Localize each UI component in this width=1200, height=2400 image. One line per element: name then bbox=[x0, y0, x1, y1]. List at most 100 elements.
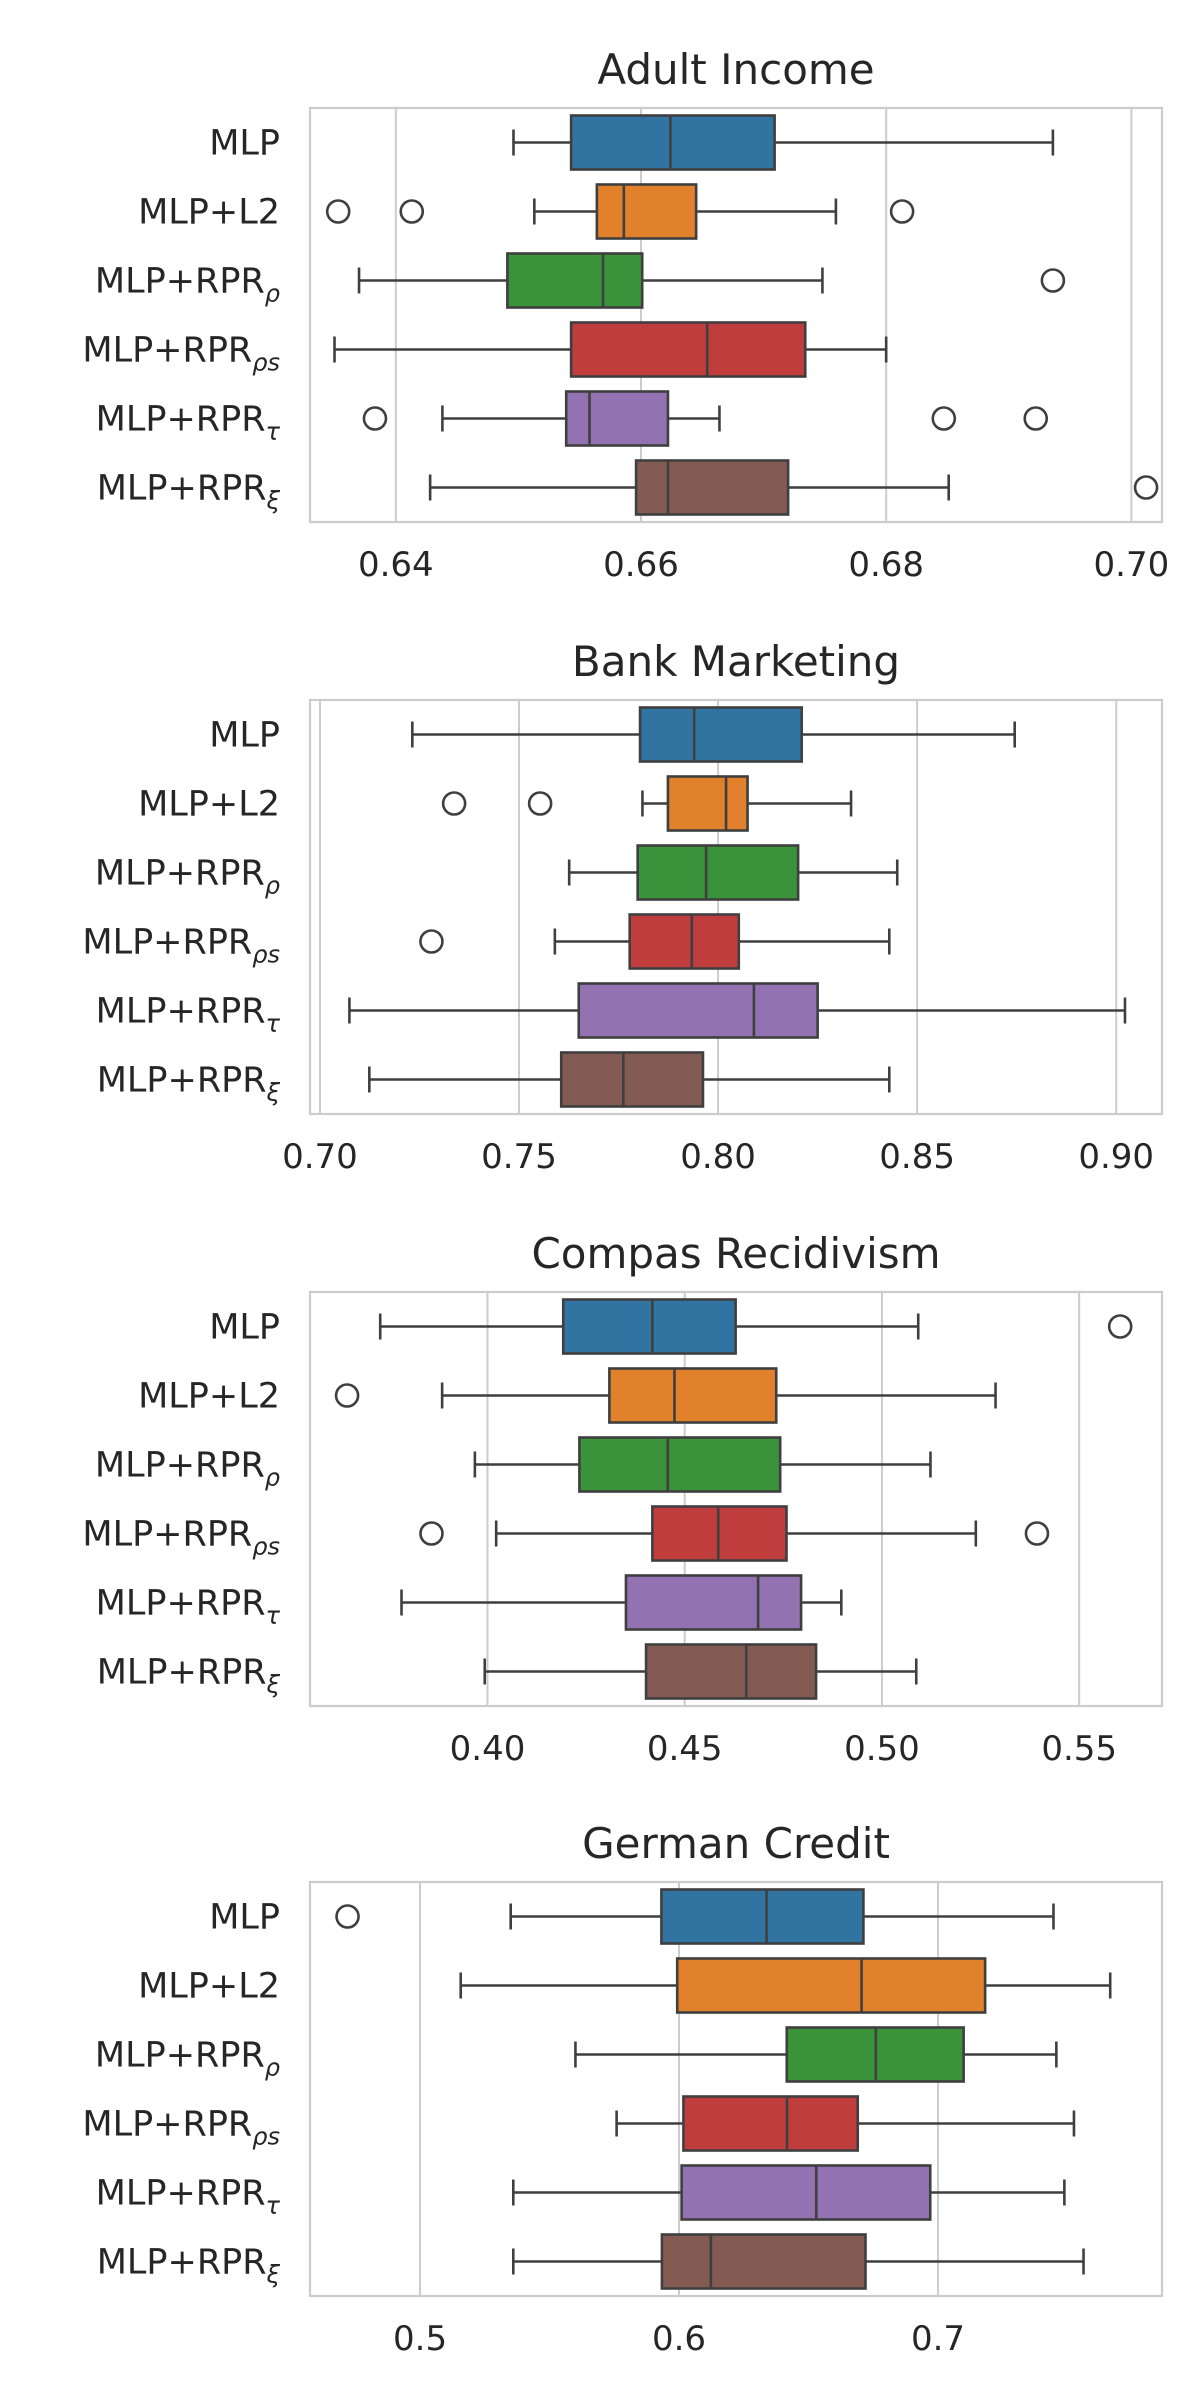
y-tick-label-main: MLP+RPR bbox=[97, 1061, 267, 1101]
y-tick-label: MLP+RPRρs bbox=[82, 2105, 280, 2151]
y-tick-label: MLP+RPRτ bbox=[96, 1584, 281, 1630]
outlier-point bbox=[1107, 1314, 1133, 1339]
iqr-box bbox=[682, 2095, 860, 2152]
y-tick-label: MLP+RPRρ bbox=[95, 262, 280, 308]
iqr-box bbox=[660, 1888, 865, 1945]
x-tick-label: 0.45 bbox=[647, 1729, 723, 1769]
box-1: MLP+L2 bbox=[138, 1957, 1112, 2014]
y-tick-label-subscript: τ bbox=[266, 1602, 281, 1630]
box-5: MLP+RPRξ bbox=[97, 1643, 918, 1700]
box-4: MLP+RPRτ bbox=[96, 390, 1049, 447]
y-tick-label: MLP bbox=[209, 1308, 280, 1348]
box-4: MLP+RPRτ bbox=[96, 1574, 843, 1631]
box-0: MLP bbox=[209, 1888, 1055, 1945]
y-tick-label: MLP+RPRτ bbox=[96, 2174, 281, 2220]
y-tick-label-main: MLP+RPR bbox=[97, 469, 267, 509]
y-tick-label: MLP+RPRξ bbox=[97, 2243, 281, 2289]
y-tick-label: MLP+L2 bbox=[138, 1967, 280, 2007]
axes-frame bbox=[308, 1290, 1164, 1708]
iqr-box bbox=[636, 844, 800, 901]
x-tick-label: 0.7 bbox=[911, 2319, 965, 2359]
box-1: MLP+L2 bbox=[138, 183, 915, 240]
y-tick-label-subscript: ξ bbox=[266, 1079, 281, 1107]
y-tick-label-main: MLP+RPR bbox=[96, 992, 266, 1032]
iqr-box bbox=[569, 321, 807, 378]
x-tick-label: 0.70 bbox=[282, 1137, 358, 1177]
y-tick-label-subscript: ρs bbox=[252, 2123, 280, 2151]
y-tick-label-main: MLP+RPR bbox=[97, 2243, 267, 2283]
y-tick-label-main: MLP+RPR bbox=[97, 1653, 267, 1693]
box-4: MLP+RPRτ bbox=[96, 982, 1127, 1039]
x-tick-label: 0.80 bbox=[680, 1137, 756, 1177]
panel-1: Bank Marketing 0.70 0.75 0.80 0.85 0.90 MLP MLP… bbox=[82, 637, 1164, 1177]
y-tick-label: MLP+L2 bbox=[138, 1377, 280, 1417]
y-tick-label-main: MLP+L2 bbox=[138, 785, 280, 825]
outlier-point bbox=[889, 199, 915, 224]
outlier-point bbox=[1040, 268, 1066, 293]
x-tick-label: 0.55 bbox=[1041, 1729, 1117, 1769]
iqr-box bbox=[608, 1367, 778, 1424]
y-tick-label-main: MLP+RPR bbox=[96, 1584, 266, 1624]
y-tick-label-main: MLP+L2 bbox=[138, 193, 280, 233]
box-5: MLP+RPRξ bbox=[97, 459, 1159, 516]
axes-frame bbox=[308, 106, 1164, 524]
y-tick-label: MLP+RPRρs bbox=[82, 923, 280, 969]
outlier-point bbox=[1133, 475, 1159, 500]
y-tick-label: MLP bbox=[209, 716, 280, 756]
y-tick-label-main: MLP+RPR bbox=[82, 2105, 252, 2145]
box-2: MLP+RPRρ bbox=[95, 2026, 1058, 2083]
y-tick-label-main: MLP bbox=[209, 716, 280, 756]
iqr-box bbox=[644, 1643, 818, 1700]
box-3: MLP+RPRρs bbox=[82, 321, 888, 378]
box-5: MLP+RPRξ bbox=[97, 1051, 891, 1108]
y-tick-label-subscript: ρ bbox=[265, 2054, 280, 2082]
y-tick-label-main: MLP+RPR bbox=[95, 2036, 265, 2076]
y-tick-label-subscript: τ bbox=[266, 1010, 281, 1038]
iqr-box bbox=[561, 1298, 737, 1355]
x-tick-label: 0.50 bbox=[844, 1729, 920, 1769]
box-2: MLP+RPRρ bbox=[95, 844, 899, 901]
y-tick-label: MLP+RPRρ bbox=[95, 1446, 280, 1492]
x-tick-label: 0.40 bbox=[450, 1729, 526, 1769]
y-tick-label: MLP+RPRρs bbox=[82, 1515, 280, 1561]
x-tick-label: 0.70 bbox=[1094, 545, 1170, 585]
outlier-point bbox=[1023, 406, 1049, 431]
iqr-box bbox=[559, 1051, 705, 1108]
y-tick-label-main: MLP bbox=[209, 124, 280, 164]
y-tick-label-main: MLP+RPR bbox=[96, 2174, 266, 2214]
panel-0: Adult Income 0.64 0.66 0.68 0.70 MLP MLP+L2 MLP… bbox=[82, 45, 1169, 585]
y-tick-label: MLP+L2 bbox=[138, 193, 280, 233]
iqr-box bbox=[666, 775, 749, 832]
outlier-point bbox=[335, 1904, 360, 1929]
iqr-box bbox=[680, 2164, 932, 2221]
outlier-point bbox=[362, 406, 388, 431]
box-3: MLP+RPRρs bbox=[82, 1505, 1050, 1562]
outlier-point bbox=[419, 929, 444, 954]
y-tick-label-main: MLP bbox=[209, 1308, 280, 1348]
outlier-point bbox=[334, 1383, 360, 1408]
iqr-box bbox=[569, 114, 776, 171]
y-tick-label-main: MLP+RPR bbox=[95, 1446, 265, 1486]
x-tick-label: 0.68 bbox=[848, 545, 924, 585]
outlier-point bbox=[1024, 1521, 1050, 1546]
y-tick-label: MLP+RPRξ bbox=[97, 1061, 281, 1107]
outlier-point bbox=[419, 1521, 444, 1546]
box-5: MLP+RPRξ bbox=[97, 2233, 1085, 2290]
x-tick-label: 0.64 bbox=[358, 545, 434, 585]
outlier-point bbox=[527, 791, 553, 816]
outlier-point bbox=[325, 199, 351, 224]
box-4: MLP+RPRτ bbox=[96, 2164, 1066, 2221]
y-tick-label-subscript: ρ bbox=[265, 280, 280, 308]
iqr-box bbox=[564, 390, 670, 447]
x-tick-label: 0.66 bbox=[603, 545, 679, 585]
y-tick-label-main: MLP+RPR bbox=[95, 262, 265, 302]
box-1: MLP+L2 bbox=[138, 1367, 997, 1424]
panel-title: Compas Recidivism bbox=[531, 1229, 940, 1278]
panel-title: Bank Marketing bbox=[572, 637, 900, 686]
y-tick-label-main: MLP+L2 bbox=[138, 1377, 280, 1417]
box-0: MLP bbox=[209, 706, 1016, 763]
iqr-box bbox=[595, 183, 698, 240]
axes-frame bbox=[308, 1880, 1164, 2298]
y-tick-label-subscript: τ bbox=[266, 418, 281, 446]
